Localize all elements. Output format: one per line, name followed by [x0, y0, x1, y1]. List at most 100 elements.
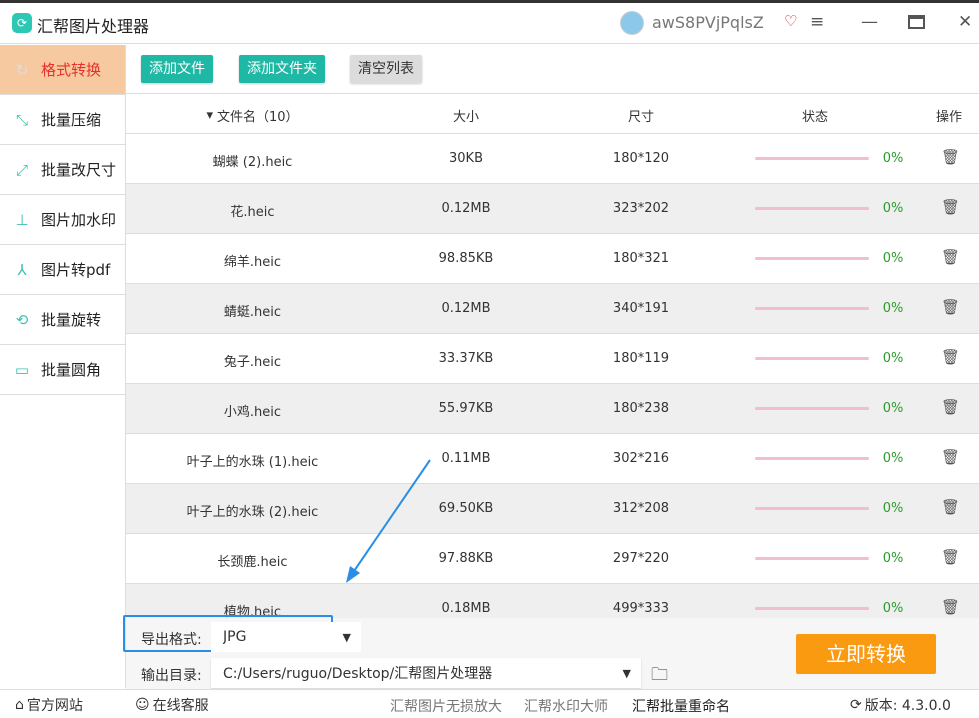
support-link[interactable]: ☺ 在线客服 — [135, 695, 209, 715]
version[interactable]: ⟳ 版本: 4.3.0.0 — [850, 695, 951, 715]
file-name: 叶子上的水珠 (2).heic — [186, 505, 319, 520]
trash-icon[interactable]: 🗑 — [941, 398, 961, 416]
vip-icon: ♡ — [784, 12, 798, 30]
file-dims: 180*238 — [612, 401, 670, 416]
sidebar-item-format-convert[interactable]: ↻ 格式转换 — [0, 45, 125, 95]
sidebar-item-resize[interactable]: ⤢ 批量改尺寸 — [0, 145, 125, 195]
sidebar-item-rotate[interactable]: ⟲ 批量旋转 — [0, 295, 125, 345]
file-name: 绵羊.heic — [223, 255, 282, 270]
refresh-icon: ⟳ — [850, 697, 862, 713]
app-logo-icon: ⟳ — [12, 13, 32, 33]
table-row[interactable]: 叶子上的水珠 (2).heic 69.50KB 312*208 0% 🗑 — [126, 484, 979, 534]
sidebar-item-label: 批量圆角 — [41, 361, 102, 379]
watermark-master-link[interactable]: 汇帮水印大师 — [524, 699, 608, 715]
file-name: 小鸡.heic — [223, 405, 282, 420]
app-title: 汇帮图片处理器 — [37, 17, 150, 36]
window-top-strip — [0, 0, 979, 3]
file-dims: 312*208 — [612, 501, 670, 516]
menu-icon[interactable]: ≡ — [810, 12, 825, 32]
file-dims: 180*119 — [612, 351, 670, 366]
sidebar-item-compress[interactable]: ⤡ 批量压缩 — [0, 95, 125, 145]
header-size: 大小 — [452, 110, 479, 125]
table-row[interactable]: 兔子.heic 33.37KB 180*119 0% 🗑 — [126, 334, 979, 384]
chevron-down-icon: ▼ — [342, 630, 351, 644]
progress-bar — [755, 457, 869, 460]
header-filename[interactable]: ▾ 文件名（10） — [126, 106, 379, 125]
output-dir-value: C:/Users/ruguo/Desktop/汇帮图片处理器 — [223, 666, 493, 682]
file-size: 0.18MB — [441, 601, 491, 616]
sidebar: ↻ 格式转换 ⤡ 批量压缩 ⤢ 批量改尺寸 ⊥ 图片加水印 ⅄ 图片转pdf ⟲ 批量旋转 … — [0, 45, 126, 688]
avatar[interactable] — [620, 11, 644, 35]
progress-bar — [755, 257, 869, 260]
file-name: 花.heic — [230, 205, 275, 220]
trash-icon[interactable]: 🗑 — [941, 498, 961, 516]
trash-icon[interactable]: 🗑 — [941, 298, 961, 316]
file-name: 蜻蜓.heic — [223, 305, 282, 320]
close-icon[interactable]: ✕ — [958, 12, 973, 32]
table-row[interactable]: 蝴蝶 (2).heic 30KB 180*120 0% 🗑 — [126, 134, 979, 184]
minimize-icon[interactable]: — — [861, 12, 878, 32]
progress-bar — [755, 207, 869, 210]
sidebar-item-label: 批量压缩 — [41, 111, 102, 129]
file-name: 长颈鹿.heic — [217, 555, 288, 570]
file-size: 33.37KB — [438, 351, 494, 366]
website-link[interactable]: ⌂ 官方网站 — [15, 695, 83, 715]
add-folder-button[interactable]: 添加文件夹 — [239, 55, 325, 83]
trash-icon[interactable]: 🗑 — [941, 448, 961, 466]
header-status: 状态 — [801, 110, 828, 125]
output-label: 输出目录: — [141, 668, 202, 684]
sidebar-item-label: 格式转换 — [41, 61, 102, 79]
add-file-button[interactable]: 添加文件 — [141, 55, 213, 83]
title-bar: ⟳ 汇帮图片处理器 awS8PVjPqlsZ ♡ ≡ — ✕ — [0, 3, 979, 44]
output-dir-select[interactable]: C:/Users/ruguo/Desktop/汇帮图片处理器 ▼ — [211, 658, 641, 688]
watermark-icon: ⊥ — [15, 210, 29, 229]
version-label: 版本: 4.3.0.0 — [864, 698, 951, 714]
trash-icon[interactable]: 🗑 — [941, 198, 961, 216]
file-size: 69.50KB — [438, 501, 494, 516]
progress-percent: 0% — [882, 151, 904, 166]
file-size: 98.85KB — [438, 251, 494, 266]
format-value: JPG — [223, 629, 247, 645]
clear-list-button[interactable]: 清空列表 — [350, 55, 422, 83]
trash-icon[interactable]: 🗑 — [941, 548, 961, 566]
sidebar-item-round-corner[interactable]: ▭ 批量圆角 — [0, 345, 125, 395]
sort-desc-icon[interactable]: ▾ — [206, 108, 213, 123]
trash-icon[interactable]: 🗑 — [941, 148, 961, 166]
maximize-icon[interactable] — [908, 15, 925, 29]
format-select[interactable]: JPG ▼ — [211, 622, 361, 652]
trash-icon[interactable]: 🗑 — [941, 248, 961, 266]
progress-percent: 0% — [882, 551, 904, 566]
toolbar: 添加文件 添加文件夹 清空列表 — [126, 45, 979, 94]
rotate-icon: ⟲ — [15, 310, 29, 329]
table-row[interactable]: 蜻蜓.heic 0.12MB 340*191 0% 🗑 — [126, 284, 979, 334]
file-size: 0.12MB — [441, 301, 491, 316]
sidebar-item-watermark[interactable]: ⊥ 图片加水印 — [0, 195, 125, 245]
folder-icon[interactable]: 🗀 — [651, 665, 668, 685]
rename-link[interactable]: 汇帮批量重命名 — [632, 699, 730, 715]
convert-now-button[interactable]: 立即转换 — [796, 634, 936, 674]
progress-percent: 0% — [882, 501, 904, 516]
sidebar-item-pdf[interactable]: ⅄ 图片转pdf — [0, 245, 125, 295]
table-row[interactable]: 绵羊.heic 98.85KB 180*321 0% 🗑 — [126, 234, 979, 284]
table-row[interactable]: 植物.heic 0.18MB 499*333 0% 🗑 — [126, 584, 979, 618]
upscale-link[interactable]: 汇帮图片无损放大 — [390, 699, 502, 715]
compress-icon: ⤡ — [15, 110, 28, 129]
file-size: 55.97KB — [438, 401, 494, 416]
table-row[interactable]: 花.heic 0.12MB 323*202 0% 🗑 — [126, 184, 979, 234]
trash-icon[interactable]: 🗑 — [941, 598, 961, 616]
table-row[interactable]: 长颈鹿.heic 97.88KB 297*220 0% 🗑 — [126, 534, 979, 584]
progress-percent: 0% — [882, 201, 904, 216]
table-row[interactable]: 小鸡.heic 55.97KB 180*238 0% 🗑 — [126, 384, 979, 434]
file-size: 30KB — [449, 151, 483, 166]
progress-bar — [755, 557, 869, 560]
progress-percent: 0% — [882, 601, 904, 616]
pdf-icon: ⅄ — [17, 260, 27, 279]
username[interactable]: awS8PVjPqlsZ — [652, 13, 764, 32]
header-dims: 尺寸 — [627, 110, 654, 125]
trash-icon[interactable]: 🗑 — [941, 348, 961, 366]
round-corner-icon: ▭ — [14, 360, 30, 379]
table-row[interactable]: 叶子上的水珠 (1).heic 0.11MB 302*216 0% 🗑 — [126, 434, 979, 484]
progress-bar — [755, 357, 869, 360]
progress-bar — [755, 307, 869, 310]
file-name: 兔子.heic — [223, 355, 282, 370]
